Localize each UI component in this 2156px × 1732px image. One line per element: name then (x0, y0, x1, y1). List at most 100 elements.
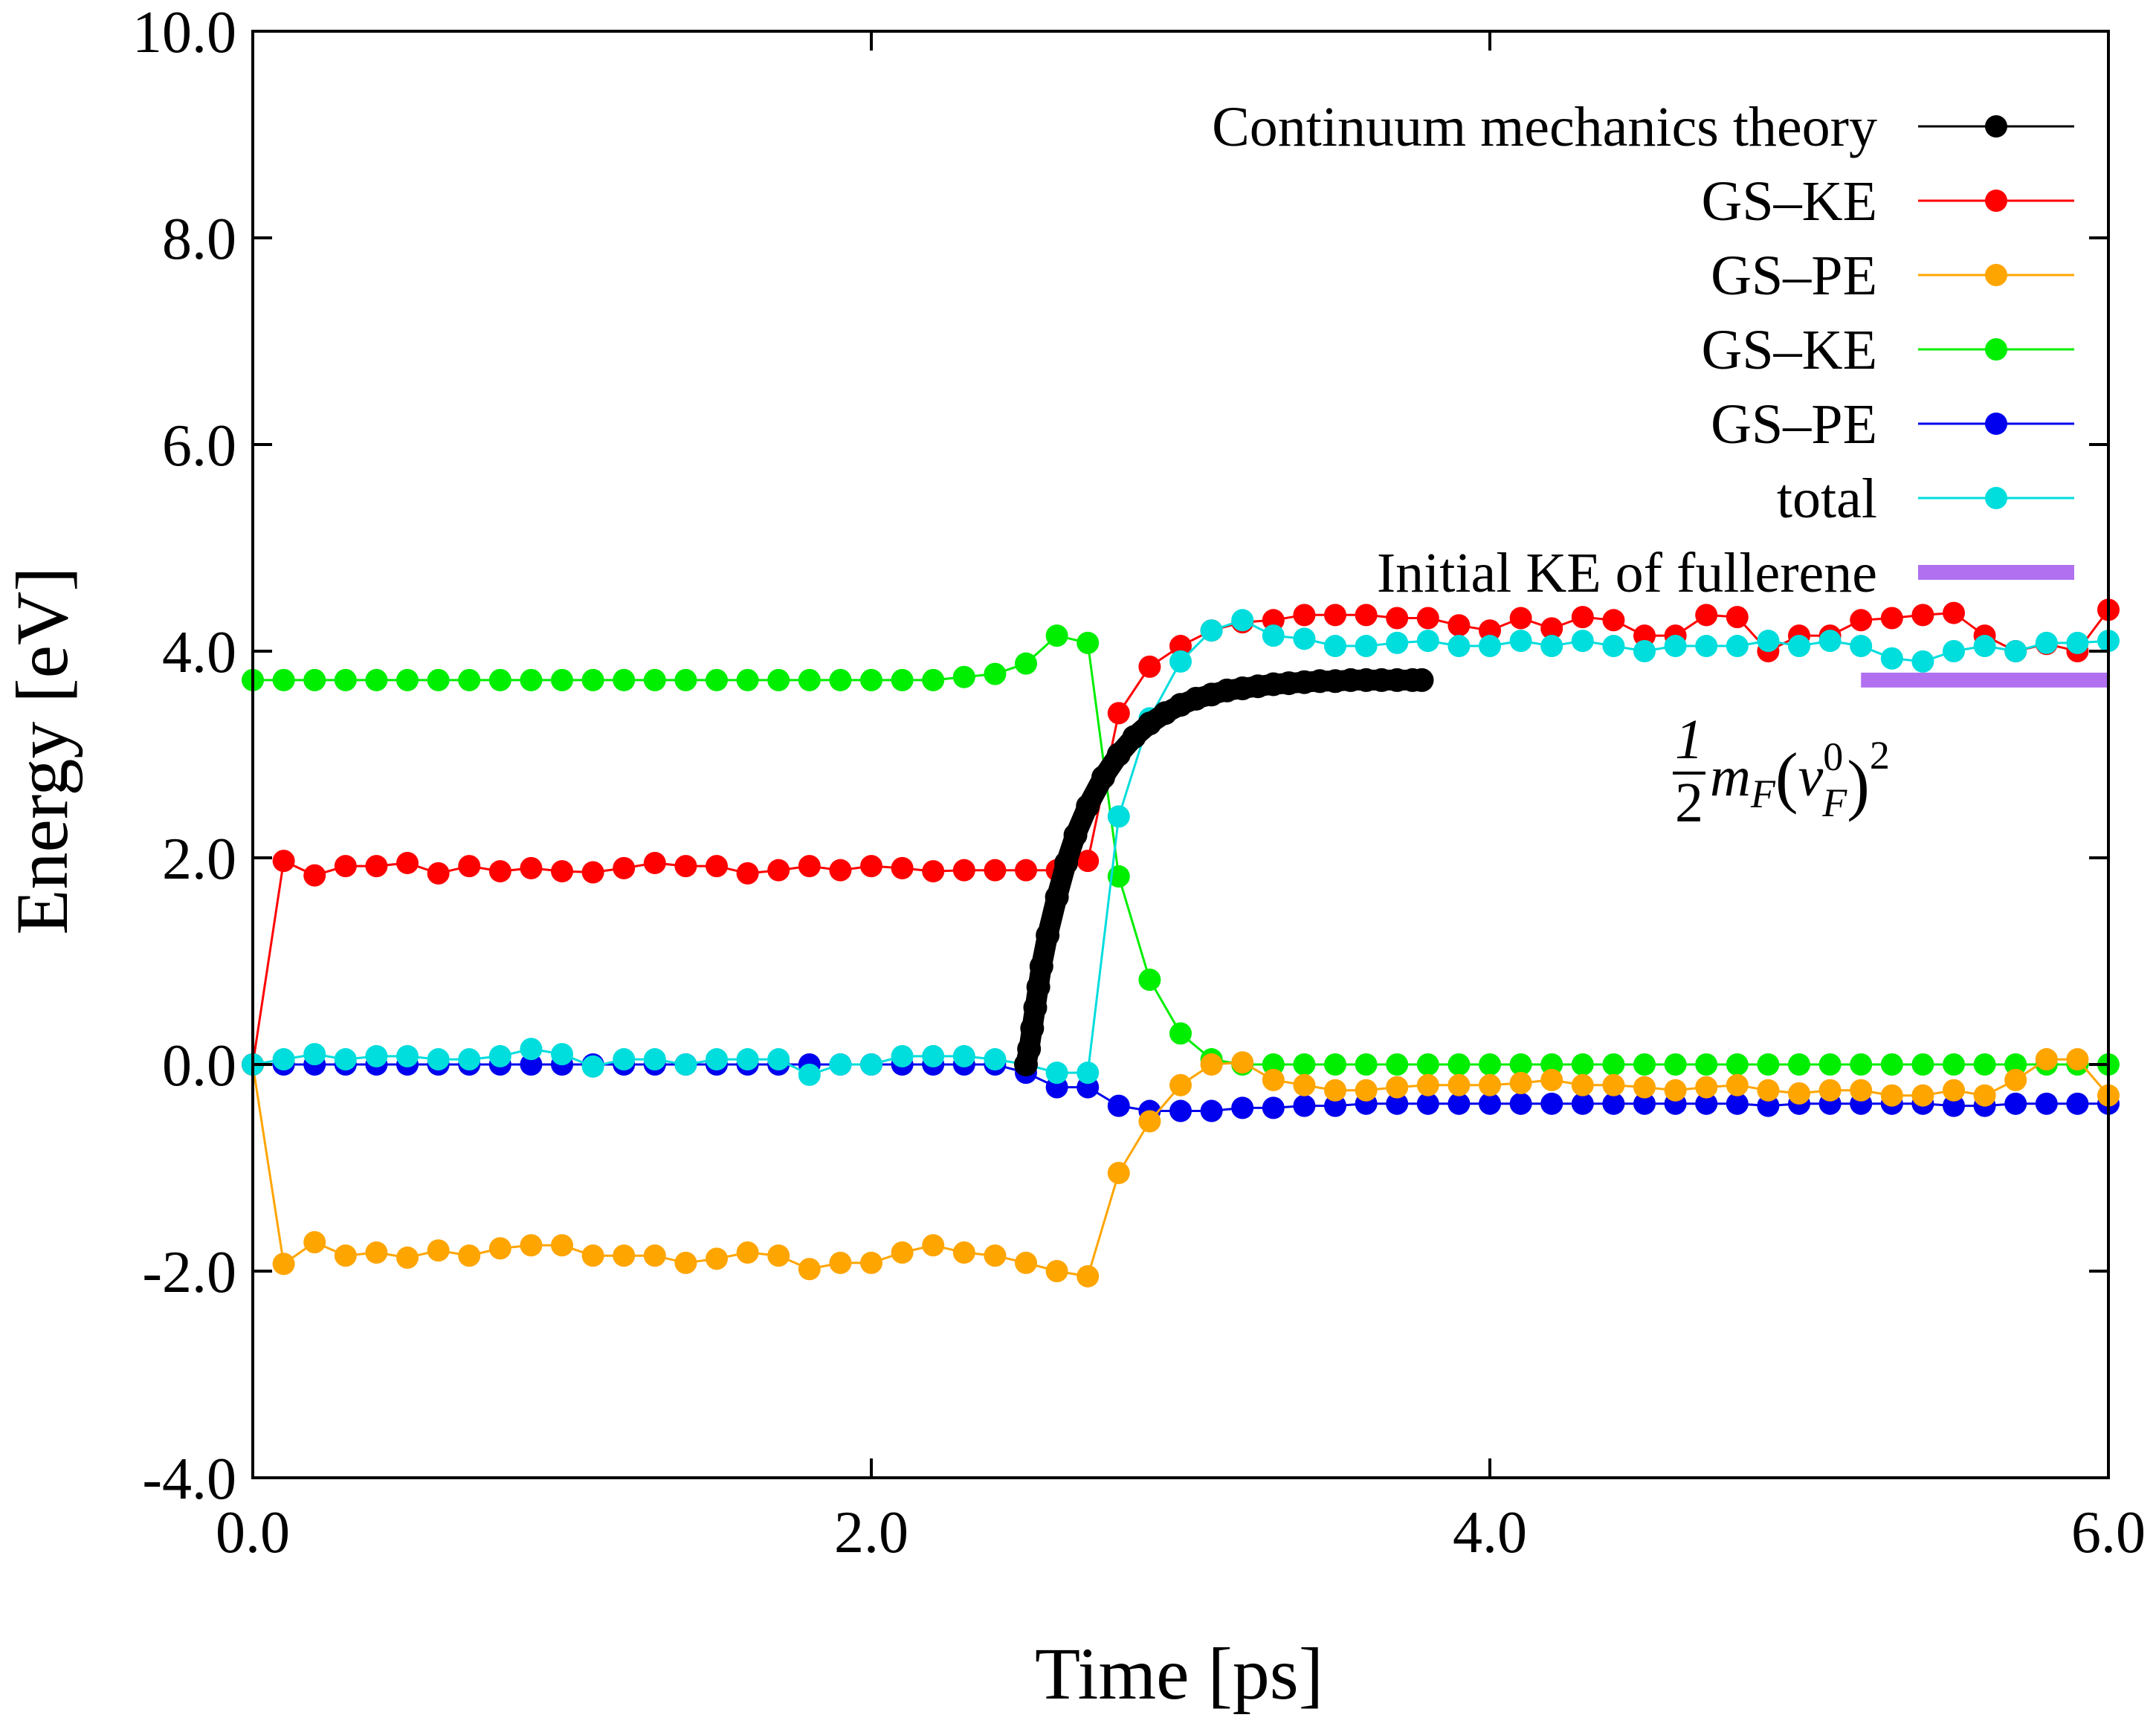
legend: Continuum mechanics theory GS–KE GS–PE GS–K… (1212, 96, 2074, 604)
data-point (1015, 652, 1037, 675)
data-point (1509, 1053, 1532, 1076)
data-point (520, 1038, 543, 1061)
data-point (1416, 1073, 1439, 1096)
data-point (1850, 635, 1873, 658)
data-point (736, 862, 759, 885)
data-point (365, 1044, 388, 1067)
data-point (365, 1241, 388, 1264)
data-point (706, 1048, 728, 1071)
data-point (891, 1241, 914, 1264)
data-point (1169, 650, 1192, 673)
data-point (1169, 1073, 1192, 1096)
data-point (334, 668, 357, 691)
data-point (1231, 609, 1254, 632)
data-point (1695, 604, 1718, 627)
data-point (458, 1244, 481, 1267)
data-point (1726, 1092, 1749, 1115)
y-tick-label: -4.0 (142, 1447, 236, 1512)
data-point (551, 860, 573, 883)
data-point (1231, 1096, 1254, 1119)
data-point (1788, 635, 1810, 658)
legend-label: GS–PE (1711, 393, 1877, 456)
data-point (674, 855, 697, 878)
legend-label: total (1777, 468, 1877, 530)
data-point (551, 668, 573, 691)
data-point (1293, 627, 1316, 650)
data-point (1602, 1053, 1625, 1076)
data-point (1571, 1092, 1594, 1115)
data-point (1076, 794, 1100, 818)
data-point (2066, 1048, 2089, 1071)
data-point (1602, 609, 1625, 632)
data-point (551, 1234, 573, 1257)
data-point (984, 662, 1007, 685)
data-point (1107, 1161, 1130, 1184)
data-point (1293, 1053, 1316, 1076)
data-point (272, 668, 295, 691)
data-point (2035, 1092, 2058, 1115)
data-point (1200, 1053, 1223, 1076)
formula-close-paren: ) (1847, 746, 1870, 822)
data-point (2004, 640, 2027, 662)
data-point (581, 1055, 604, 1078)
data-point (1077, 850, 1100, 873)
data-point (1262, 1053, 1285, 1076)
data-point (1509, 1072, 1532, 1095)
data-point (1045, 885, 1069, 909)
data-point (303, 864, 326, 887)
data-point (1293, 1073, 1316, 1096)
x-tick-labels: 0.0 2.0 4.0 6.0 (216, 1500, 2146, 1565)
data-point (767, 1048, 790, 1071)
data-point (272, 1253, 295, 1276)
data-point (1015, 1251, 1037, 1274)
data-point (1447, 1092, 1471, 1115)
data-point (1602, 1073, 1625, 1096)
y-axis-label: Energy [eV] (1, 566, 83, 934)
x-tick-label: 4.0 (1453, 1500, 1527, 1565)
data-point (1020, 1016, 1045, 1041)
data-point (1695, 1053, 1718, 1076)
data-point (1943, 1053, 1965, 1076)
data-point (1571, 1053, 1594, 1076)
data-point (1664, 1079, 1687, 1102)
data-point (1107, 1094, 1130, 1117)
data-point (427, 1239, 450, 1262)
data-point (1416, 630, 1439, 653)
data-point (488, 1237, 511, 1260)
data-point (1324, 635, 1346, 658)
data-point (1077, 1062, 1100, 1085)
data-point (2066, 1092, 2089, 1115)
data-point (334, 1244, 357, 1267)
data-point (1943, 1079, 1965, 1102)
data-point (427, 668, 450, 691)
y-tick-labels: -4.0 -2.0 0.0 2.0 4.0 6.0 8.0 10.0 (132, 0, 236, 1512)
data-point (427, 862, 450, 885)
formula-velocity: v (1798, 746, 1824, 808)
data-point (1045, 1260, 1068, 1282)
data-point (829, 1251, 852, 1274)
data-point (613, 856, 636, 879)
data-point (427, 1048, 450, 1071)
data-point (860, 668, 882, 691)
data-point (1355, 1053, 1378, 1076)
data-point (1602, 1092, 1625, 1115)
data-point (1026, 975, 1050, 999)
formula-mass-sub: F (1750, 772, 1776, 816)
data-point (303, 1231, 326, 1254)
y-tick-label: -2.0 (142, 1240, 236, 1305)
data-point (1386, 1076, 1409, 1099)
data-point (396, 1246, 419, 1269)
data-point (1355, 604, 1378, 627)
data-point (643, 1048, 666, 1071)
data-point (1633, 1092, 1656, 1115)
data-point (1818, 1079, 1842, 1102)
data-point (767, 1244, 790, 1267)
data-point (1540, 1092, 1563, 1115)
data-point (922, 1044, 945, 1067)
data-point (581, 668, 604, 691)
data-point (1880, 1053, 1903, 1076)
data-point (1416, 1092, 1439, 1115)
data-point (1293, 604, 1316, 627)
data-point (396, 668, 419, 691)
data-point (1757, 630, 1780, 653)
